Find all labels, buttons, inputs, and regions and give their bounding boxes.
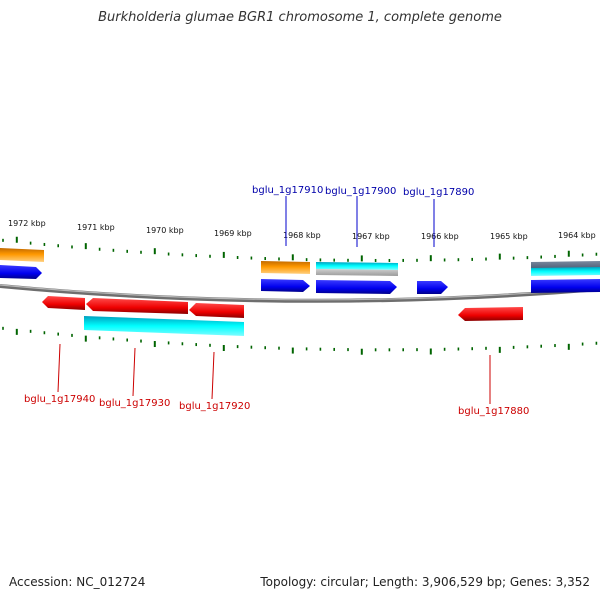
gene-forward-left[interactable] [0, 265, 42, 279]
leader-bglu-1g17930 [132, 347, 136, 397]
gene-forward-right[interactable] [531, 279, 600, 293]
feature-gray-1967[interactable] [316, 269, 398, 276]
gene-forward-bglu-1g17910[interactable] [261, 279, 310, 292]
tick-label-1970: 1970 kbp [146, 226, 184, 235]
gene-reverse-bglu-1g17930[interactable] [86, 298, 188, 314]
leader-bglu-1g17940 [57, 343, 61, 393]
gene-forward-bglu-1g17890[interactable] [417, 281, 448, 294]
gene-label-bglu-1g17900[interactable]: bglu_1g17900 [325, 186, 396, 197]
tick-label-1968: 1968 kbp [283, 231, 321, 240]
tick-label-1972: 1972 kbp [8, 219, 46, 228]
genome-summary-text: Topology: circular; Length: 3,906,529 bp… [260, 575, 590, 589]
gene-label-bglu-1g17940[interactable]: bglu_1g17940 [24, 394, 95, 405]
outer-tick-ring [2, 236, 598, 262]
feature-cyan-bottom[interactable] [84, 316, 244, 336]
gene-reverse-bglu-1g17880[interactable] [458, 307, 523, 321]
tick-label-1969: 1969 kbp [214, 229, 252, 238]
feature-cyan-1967[interactable] [316, 262, 398, 270]
gene-label-bglu-1g17910[interactable]: bglu_1g17910 [252, 185, 323, 196]
tick-label-1966: 1966 kbp [421, 232, 459, 241]
gene-label-bglu-1g17920[interactable]: bglu_1g17920 [179, 401, 250, 412]
gene-label-bglu-1g17930[interactable]: bglu_1g17930 [99, 398, 170, 409]
gene-reverse-bglu-1g17920[interactable] [189, 303, 244, 318]
tick-label-1971: 1971 kbp [77, 223, 115, 232]
tick-label-1965: 1965 kbp [490, 232, 528, 241]
leader-bglu-1g17920 [211, 351, 215, 400]
gene-forward-bglu-1g17900[interactable] [316, 280, 397, 294]
feature-orange-1968[interactable] [261, 261, 310, 274]
feature-cyan-right[interactable] [531, 267, 600, 276]
inner-tick-ring [2, 326, 598, 355]
map-title: Burkholderia glumae BGR1 chromosome 1, c… [98, 10, 502, 25]
gene-label-bglu-1g17880[interactable]: bglu_1g17880 [458, 406, 529, 417]
gene-reverse-bglu-1g17940[interactable] [42, 296, 85, 310]
accession-text: Accession: NC_012724 [9, 575, 146, 589]
gene-label-bglu-1g17890[interactable]: bglu_1g17890 [403, 187, 474, 198]
tick-label-1964: 1964 kbp [558, 231, 596, 240]
feature-orange-left[interactable] [0, 248, 44, 262]
tick-label-1967: 1967 kbp [352, 232, 390, 241]
genome-backbone [0, 284, 600, 303]
feature-steel-right[interactable] [531, 261, 600, 269]
